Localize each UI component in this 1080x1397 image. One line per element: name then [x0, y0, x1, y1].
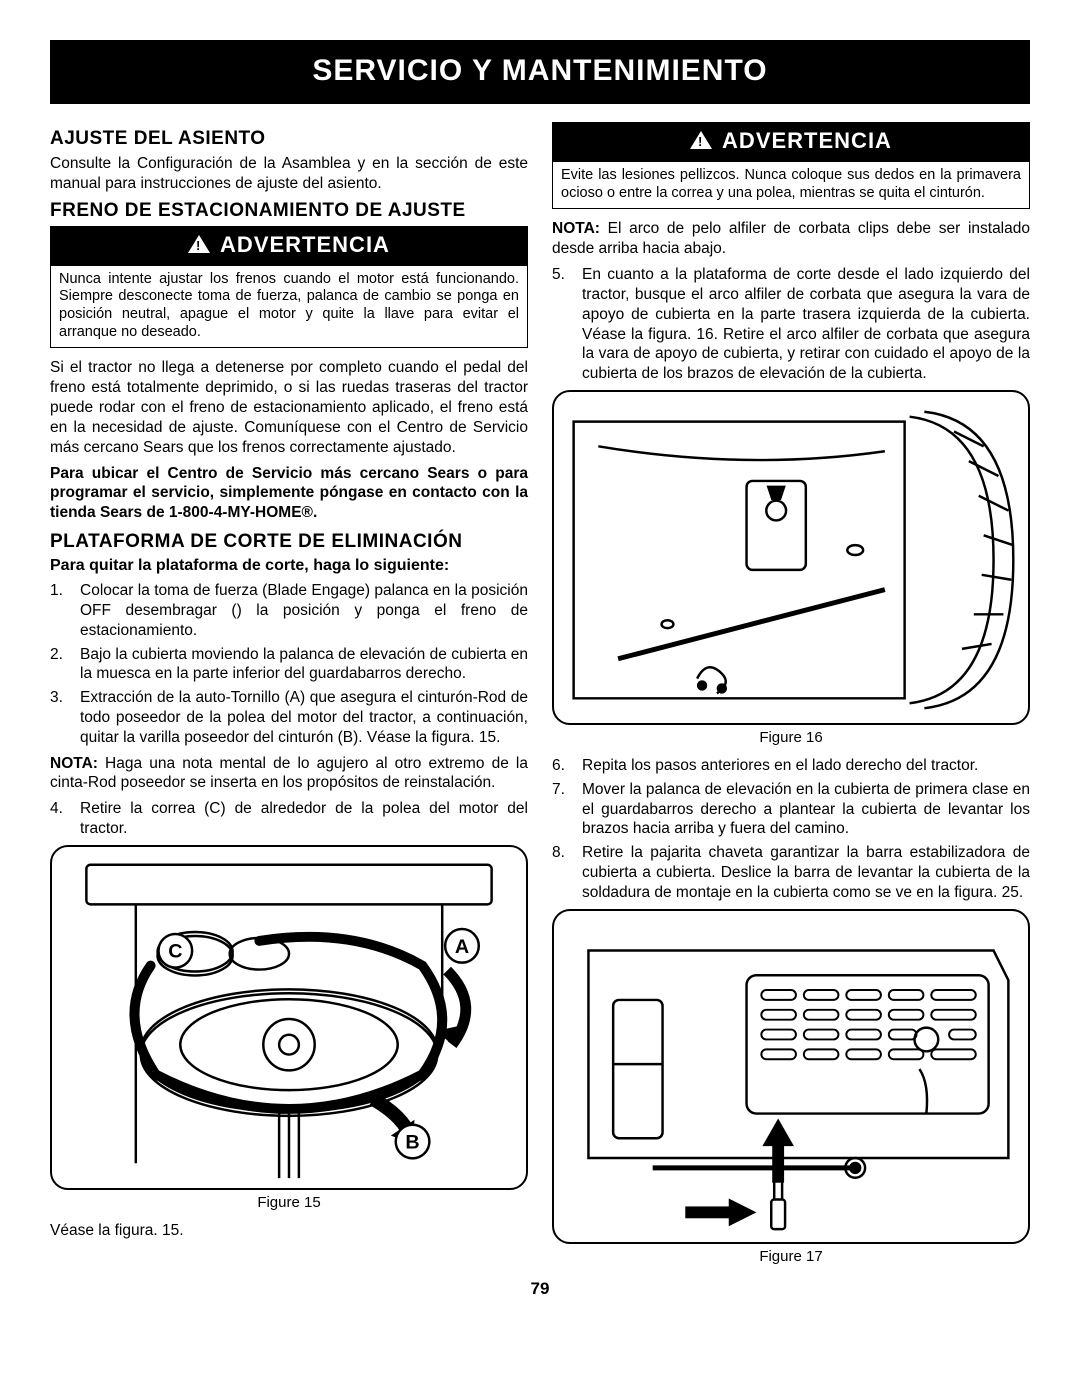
- title-banner: SERVICIO Y MANTENIMIENTO: [50, 40, 1030, 104]
- figure-17-illustration: [554, 911, 1028, 1242]
- heading-freno: FRENO DE ESTACIONAMIENTO DE AJUSTE: [50, 200, 528, 222]
- figure-15-label-b: B: [405, 1131, 419, 1153]
- figure-15-box: A B C: [50, 845, 528, 1190]
- warning-banner-right: ADVERTENCIA: [552, 122, 1030, 161]
- figure-16-box: [552, 390, 1030, 725]
- heading-plataforma: PLATAFORMA DE CORTE DE ELIMINACIÓN: [50, 531, 528, 553]
- step-7: Mover la palanca de elevación en la cubi…: [552, 780, 1030, 839]
- figure-16-illustration: [554, 392, 1028, 723]
- nota-right: NOTA: El arco de pelo alfiler de corbata…: [552, 219, 1030, 259]
- nota-right-body: El arco de pelo alfiler de corbata clips…: [552, 220, 1030, 257]
- figure-15-label-c: C: [168, 941, 182, 963]
- warning-box-right: Evite las lesiones pellizcos. Nunca colo…: [552, 161, 1030, 209]
- heading-ajuste-asiento: AJUSTE DEL ASIENTO: [50, 128, 528, 150]
- step-1: Colocar la toma de fuerza (Blade Engage)…: [50, 581, 528, 640]
- para-freno-1: Si el tractor no llega a detenerse por c…: [50, 358, 528, 457]
- steps-list-5: En cuanto a la plataforma de corte desde…: [552, 265, 1030, 384]
- steps-list-6-8: Repita los pasos anteriores en el lado d…: [552, 756, 1030, 903]
- figure-16-caption: Figure 16: [552, 729, 1030, 746]
- warning-triangle-icon: [690, 131, 712, 149]
- para-freno-bold: Para ubicar el Centro de Servicio más ce…: [50, 464, 528, 523]
- page-number: 79: [50, 1279, 1030, 1299]
- warning-triangle-icon: [188, 235, 210, 253]
- figure-17-caption: Figure 17: [552, 1248, 1030, 1265]
- figure-15-caption: Figure 15: [50, 1194, 528, 1211]
- warning-banner-freno: ADVERTENCIA: [50, 226, 528, 265]
- warning-box-freno: Nunca intente ajustar los frenos cuando …: [50, 265, 528, 349]
- warning-label: ADVERTENCIA: [722, 128, 892, 154]
- nota-right-label: NOTA:: [552, 220, 600, 237]
- step-8: Retire la pajarita chaveta garantizar la…: [552, 843, 1030, 902]
- step-6: Repita los pasos anteriores en el lado d…: [552, 756, 1030, 776]
- warning-label: ADVERTENCIA: [220, 232, 390, 258]
- figure-15-label-a: A: [455, 936, 469, 958]
- step-2: Bajo la cubierta moviendo la palanca de …: [50, 645, 528, 685]
- nota-1-label: NOTA:: [50, 755, 98, 772]
- figure-15-ref: Véase la figura. 15.: [50, 1221, 528, 1241]
- step-5: En cuanto a la plataforma de corte desde…: [552, 265, 1030, 384]
- steps-list-1-3: Colocar la toma de fuerza (Blade Engage)…: [50, 581, 528, 748]
- nota-1: NOTA: Haga una nota mental de lo agujero…: [50, 754, 528, 794]
- left-column: AJUSTE DEL ASIENTO Consulte la Configura…: [50, 122, 528, 1265]
- step-3: Extracción de la auto-Tornillo (A) que a…: [50, 688, 528, 747]
- figure-17-box: [552, 909, 1030, 1244]
- step-4: Retire la correa (C) de alrededor de la …: [50, 799, 528, 839]
- two-column-layout: AJUSTE DEL ASIENTO Consulte la Configura…: [50, 122, 1030, 1265]
- nota-1-body: Haga una nota mental de lo agujero al ot…: [50, 755, 528, 792]
- figure-15-illustration: A B C: [52, 847, 526, 1188]
- subheading-quitar: Para quitar la plataforma de corte, haga…: [50, 557, 528, 575]
- steps-list-4: Retire la correa (C) de alrededor de la …: [50, 799, 528, 839]
- para-ajuste-asiento: Consulte la Configuración de la Asamblea…: [50, 154, 528, 194]
- right-column: ADVERTENCIA Evite las lesiones pellizcos…: [552, 122, 1030, 1265]
